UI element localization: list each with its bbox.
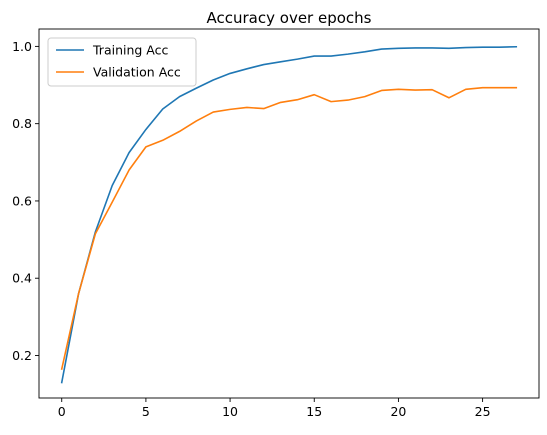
y-tick-label: 0.2: [12, 348, 32, 363]
plot-frame: [38, 28, 540, 399]
y-tick-label: 0.6: [12, 193, 32, 208]
legend-label-training: Training Acc: [92, 43, 168, 58]
plot-lines: [60, 45, 518, 384]
chart-title: Accuracy over epochs: [207, 9, 372, 27]
legend-box: [47, 37, 197, 87]
series-line-1: [60, 86, 518, 370]
y-tick-label: 0.4: [12, 271, 32, 286]
x-tick-label: 10: [222, 404, 238, 419]
x-tick-label: 25: [475, 404, 491, 419]
x-tick-label: 0: [58, 404, 66, 419]
series-line-0: [60, 45, 518, 384]
legend-label-validation: Validation Acc: [93, 65, 181, 80]
y-axis-ticks: 0.2 0.4 0.6 0.8 1.0: [12, 39, 39, 363]
x-tick-label: 5: [142, 404, 150, 419]
y-tick-label: 1.0: [12, 39, 32, 54]
x-tick-label: 20: [390, 404, 406, 419]
x-axis-ticks: 0 5 10 15 20 25: [58, 398, 491, 419]
y-tick-label: 0.8: [12, 116, 32, 131]
legend: Training Acc Validation Acc: [47, 37, 197, 87]
x-tick-label: 15: [306, 404, 322, 419]
